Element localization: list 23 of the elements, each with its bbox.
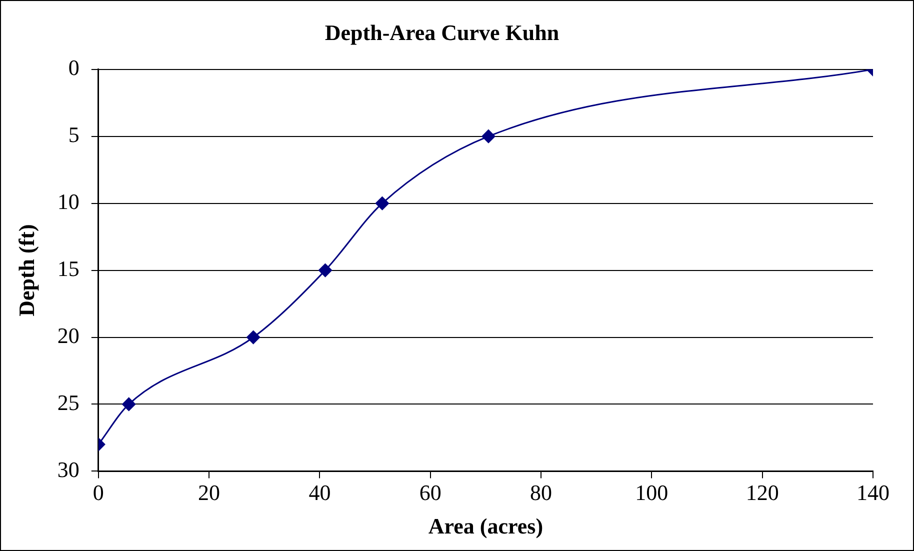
x-tick-label: 20 — [198, 480, 220, 506]
y-tick-label: 25 — [57, 390, 80, 416]
y-tick-label: 15 — [57, 256, 80, 282]
chart-title: Depth-Area Curve Kuhn — [324, 20, 560, 45]
y-tick-label: 10 — [57, 189, 80, 214]
x-tick-label: 140 — [856, 480, 890, 506]
x-axis-title: Area (acres) — [428, 513, 544, 538]
y-tick-label: 5 — [68, 122, 80, 148]
point — [246, 330, 260, 344]
x-tick-label: 120 — [746, 480, 779, 506]
point — [375, 196, 389, 210]
y-tick-label: 30 — [57, 456, 80, 482]
x-tick-label: 40 — [308, 480, 331, 506]
x-tick-label: 80 — [530, 480, 552, 506]
y-axis-title: Depth (ft) — [14, 224, 39, 316]
point — [482, 130, 496, 144]
point — [318, 264, 332, 278]
y-tick-label: 0 — [68, 55, 80, 80]
x-tick-label: 0 — [92, 480, 104, 506]
y-tick-label: 20 — [57, 323, 80, 348]
x-tick-label: 60 — [419, 480, 442, 506]
x-tick-label: 100 — [635, 480, 668, 506]
point — [122, 397, 136, 411]
